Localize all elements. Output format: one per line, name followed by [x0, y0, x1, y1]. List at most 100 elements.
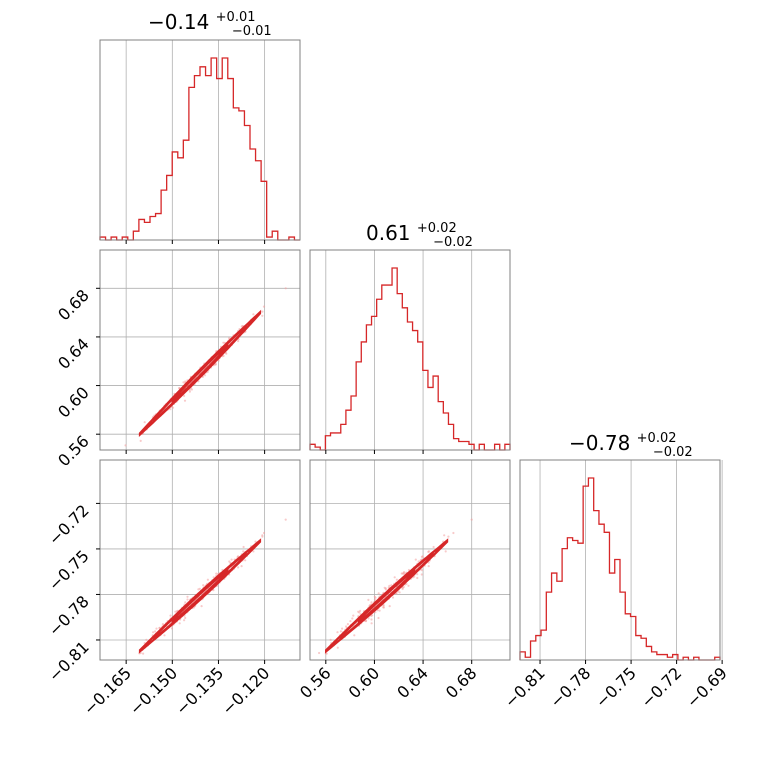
scatter-2-frame [99, 459, 301, 661]
scatter-1-point-246 [284, 287, 287, 290]
scatter-1-point-311 [124, 444, 127, 447]
scatter-3-point-76 [416, 573, 419, 576]
x-tick-label-p1-3: −0.135 [172, 663, 227, 718]
scatter-2-point-377 [202, 584, 205, 587]
scatter-1-point-349 [183, 399, 187, 402]
scatter-3-point-210 [377, 616, 380, 620]
scatter-3-point-346 [427, 565, 430, 568]
panels: −0.165−0.150−0.135−0.120 0.56 0.60 0.64 0.68… [45, 39, 731, 719]
scatter-2-contour-mid [153, 551, 247, 641]
title-param-1-value: −0.14 [148, 10, 209, 34]
x-tick-label-p2-4: 0.68 [442, 663, 481, 702]
title-param-3: −0.78 +0.02 −0.02 [569, 423, 693, 460]
y-tick-label-p3-1: −0.81 [45, 637, 93, 685]
hist-3-frame [519, 459, 721, 661]
scatter-2-point-346 [240, 565, 243, 568]
scatter-3-point-175 [416, 576, 419, 580]
scatter-2-point-370 [244, 559, 247, 562]
scatter-3-point-355 [443, 534, 446, 537]
scatter-1-point-124 [143, 421, 146, 424]
scatter-3-point-127 [351, 617, 354, 620]
scatter-1-point-297 [139, 439, 142, 442]
scatter-2-point-336 [145, 638, 148, 642]
hist-panel-2 [309, 249, 511, 454]
scatter-2-point-159 [252, 550, 255, 553]
scatter-panel-3-1 [96, 459, 301, 664]
scatter-3-point-313 [420, 573, 423, 576]
scatter-1-point-326 [169, 408, 172, 411]
scatter-1-point-175 [222, 341, 225, 344]
scatter-1-point-292 [262, 305, 266, 308]
scatter-2-point-163 [183, 619, 186, 622]
scatter-1-point-159 [252, 313, 255, 316]
title-param-3-upper: +0.02 [637, 431, 677, 446]
x-tick-label-p3-1: −0.81 [501, 663, 549, 711]
hist-1-step [99, 57, 300, 241]
scatter-2-point-399 [163, 634, 166, 637]
y-tick-label-p3-2: −0.78 [45, 592, 93, 640]
scatter-2-point-220 [237, 566, 240, 569]
title-param-1-lower: −0.01 [232, 24, 272, 39]
scatter-2-point-149 [242, 545, 245, 549]
title-param-2-lower: −0.02 [433, 235, 473, 250]
scatter-2-point-348 [158, 626, 161, 630]
scatter-3-point-294 [420, 569, 423, 572]
x-tick-label-p3-5: −0.69 [683, 663, 731, 711]
scatter-1-contour-inner [171, 343, 229, 404]
scatter-3-point-254 [341, 627, 344, 630]
scatter-3-contour-outer [325, 538, 449, 654]
x-tick-label-p3-3: −0.75 [592, 663, 640, 711]
y-tick-label-p3-3: −0.75 [45, 546, 93, 594]
scatter-2-point-279 [178, 622, 181, 625]
scatter-3-point-212 [349, 620, 352, 623]
title-param-1: −0.14 +0.01 −0.01 [148, 2, 272, 39]
scatter-panel-2-1 [96, 249, 301, 454]
scatter-panel-3-2 [309, 459, 511, 664]
scatter-3-point-358 [414, 558, 417, 561]
scatter-2-point-292 [262, 531, 266, 535]
scatter-3-point-392 [427, 550, 431, 553]
title-param-2-value: 0.61 [366, 221, 411, 245]
scatter-3-point-410 [365, 619, 368, 622]
scatter-3-point-336 [329, 638, 332, 642]
scatter-2-point-254 [155, 627, 158, 630]
title-param-2: 0.61 +0.02 −0.02 [366, 213, 473, 250]
scatter-1-point-375 [214, 363, 217, 366]
title-param-3-value: −0.78 [569, 431, 630, 455]
scatter-3-point-233 [370, 601, 373, 604]
scatter-3-point-170 [346, 623, 349, 626]
title-param-2-upper: +0.02 [417, 221, 457, 236]
x-tick-label-p2-1: 0.56 [296, 663, 335, 702]
scatter-3-point-399 [353, 634, 356, 637]
scatter-1-contour-outer [138, 309, 262, 438]
scatter-2-contour-outer [138, 538, 262, 654]
scatter-3-point-267 [378, 609, 381, 612]
scatter-3-point-328 [447, 535, 450, 538]
scatter-3-point-140 [395, 592, 398, 595]
scatter-3-point-148 [370, 618, 373, 621]
scatter-2-point-278 [254, 540, 257, 543]
hist-panel-3 [519, 459, 723, 664]
scatter-3-contour-mid [339, 551, 434, 641]
scatter-2-point-207 [212, 576, 215, 579]
scatter-1-frame [99, 249, 301, 451]
scatter-3-point-66 [352, 614, 355, 617]
scatter-1-point-163 [183, 394, 186, 397]
scatter-3-point-357 [405, 582, 408, 586]
scatter-3-point-198 [336, 631, 339, 634]
scatter-3-point-366 [387, 586, 390, 589]
scatter-2-point-353 [138, 652, 141, 655]
scatter-2-point-66 [169, 614, 172, 617]
scatter-2-point-198 [152, 631, 155, 634]
y-tick-label-p2-1: 0.56 [54, 432, 93, 471]
scatter-2-point-107 [142, 652, 145, 655]
scatter-3-point-191 [367, 598, 370, 602]
scatter-3-point-206 [373, 598, 376, 601]
scatter-3-point-196 [420, 555, 423, 559]
scatter-3-point-159 [444, 550, 447, 553]
scatter-1-point-191 [188, 390, 191, 393]
y-tick-label-p2-3: 0.64 [54, 334, 93, 373]
y-tick-label-p2-4: 0.68 [54, 286, 93, 325]
scatter-2-point-53 [184, 601, 187, 604]
